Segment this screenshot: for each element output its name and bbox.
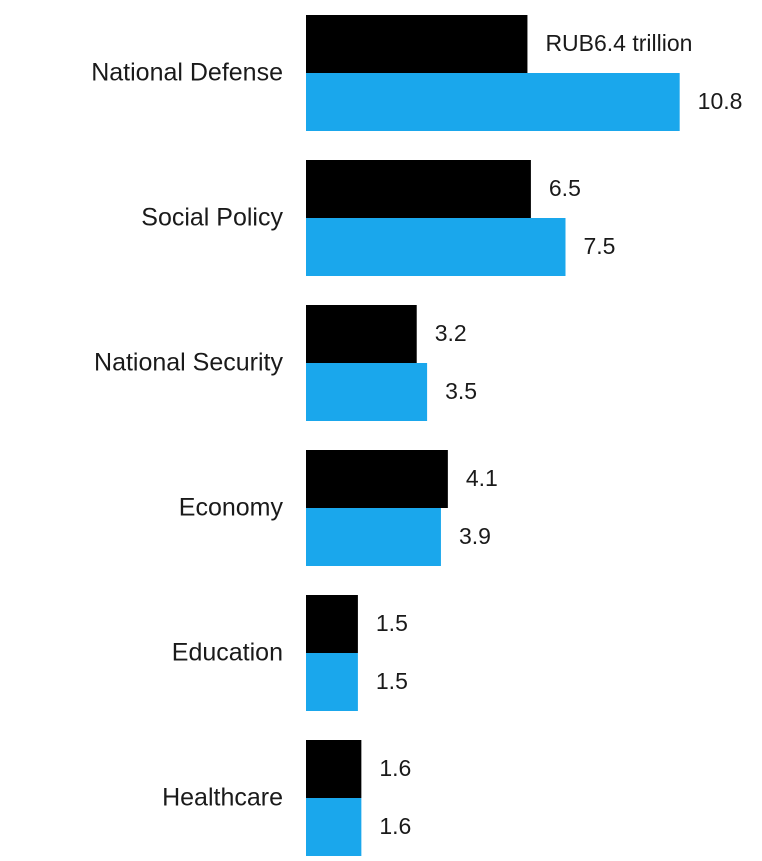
bar-national-defense-series-1 (306, 15, 528, 73)
bar-healthcare-series-1 (306, 740, 362, 798)
category-label-healthcare: Healthcare (162, 784, 283, 812)
value-label-social-policy-series-2: 7.5 (584, 233, 616, 259)
category-label-economy: Economy (179, 494, 284, 522)
value-label-economy-series-2: 3.9 (459, 523, 491, 549)
value-label-economy-series-1: 4.1 (466, 465, 498, 491)
value-label-national-security-series-1: 3.2 (435, 320, 467, 346)
value-label-education-series-2: 1.5 (376, 668, 408, 694)
bar-social-policy-series-2 (306, 218, 566, 276)
value-label-healthcare-series-2: 1.6 (379, 813, 411, 839)
value-label-national-security-series-2: 3.5 (445, 378, 477, 404)
bar-education-series-1 (306, 595, 358, 653)
value-label-national-defense-series-2: 10.8 (698, 88, 743, 114)
category-label-national-security: National Security (94, 349, 283, 377)
bar-national-security-series-1 (306, 305, 417, 363)
bar-economy-series-1 (306, 450, 448, 508)
bar-economy-series-2 (306, 508, 441, 566)
bar-education-series-2 (306, 653, 358, 711)
value-label-social-policy-series-1: 6.5 (549, 175, 581, 201)
value-label-national-defense-series-1: RUB6.4 trillion (545, 30, 692, 56)
category-label-social-policy: Social Policy (141, 204, 283, 232)
value-labels: RUB6.4 trillion 10.8 6.5 7.5 3.2 3.5 4.1 3.9 1.5… (376, 30, 743, 839)
value-label-education-series-1: 1.5 (376, 610, 408, 636)
category-labels: National Defense Social Policy National Se… (91, 59, 283, 812)
bar-national-defense-series-2 (306, 73, 680, 131)
category-label-national-defense: National Defense (91, 59, 283, 87)
bars (306, 15, 680, 856)
value-label-healthcare-series-1: 1.6 (379, 755, 411, 781)
bar-healthcare-series-2 (306, 798, 362, 856)
bar-national-security-series-2 (306, 363, 428, 421)
category-label-education: Education (172, 639, 283, 667)
bar-social-policy-series-1 (306, 160, 531, 218)
